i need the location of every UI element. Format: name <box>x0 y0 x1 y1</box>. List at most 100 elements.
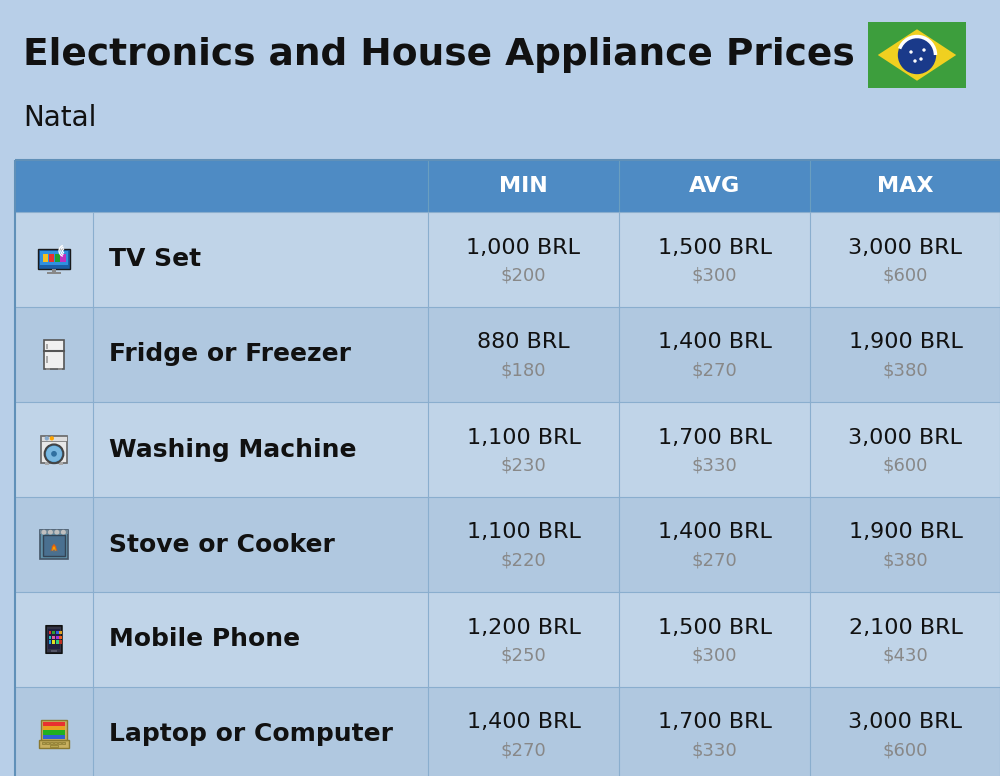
Text: $220: $220 <box>501 552 546 570</box>
Bar <box>58 742 61 744</box>
Text: Washing Machine: Washing Machine <box>109 438 356 462</box>
Bar <box>59 636 62 639</box>
Text: 1,100 BRL: 1,100 BRL <box>467 428 580 448</box>
Text: $270: $270 <box>692 362 737 379</box>
Text: $330: $330 <box>692 742 737 760</box>
Bar <box>38 248 70 268</box>
Text: 1,500 BRL: 1,500 BRL <box>658 618 772 638</box>
Circle shape <box>52 452 56 456</box>
Text: 1,400 BRL: 1,400 BRL <box>658 522 771 542</box>
Bar <box>43 735 65 739</box>
Text: $380: $380 <box>883 552 928 570</box>
Text: 1,700 BRL: 1,700 BRL <box>658 428 771 448</box>
Bar <box>60 254 66 262</box>
Text: 3,000 BRL: 3,000 BRL <box>848 237 962 258</box>
Bar <box>46 368 50 370</box>
Text: MAX: MAX <box>877 176 934 196</box>
Text: Stove or Cooker: Stove or Cooker <box>109 532 335 556</box>
Bar <box>43 254 48 262</box>
Bar <box>49 254 54 262</box>
Bar <box>40 530 68 559</box>
Bar <box>52 636 55 639</box>
Bar <box>43 726 65 730</box>
Circle shape <box>914 60 916 62</box>
Text: $250: $250 <box>501 646 546 664</box>
Bar <box>42 742 45 744</box>
Bar <box>15 160 1000 776</box>
Bar <box>43 535 65 556</box>
Bar <box>46 742 49 744</box>
Bar <box>52 631 55 635</box>
Text: $180: $180 <box>501 362 546 379</box>
Circle shape <box>47 447 61 461</box>
Bar <box>15 402 1000 497</box>
Bar <box>59 640 62 644</box>
Text: Electronics and House Appliance Prices: Electronics and House Appliance Prices <box>23 37 855 73</box>
Polygon shape <box>52 546 56 551</box>
Bar <box>41 436 67 441</box>
FancyBboxPatch shape <box>46 625 62 653</box>
Bar <box>40 530 68 535</box>
Polygon shape <box>878 29 956 81</box>
Bar <box>41 720 67 740</box>
Text: 3,000 BRL: 3,000 BRL <box>848 712 962 733</box>
Bar <box>54 742 57 744</box>
Text: $430: $430 <box>883 646 928 664</box>
Text: 2,100 BRL: 2,100 BRL <box>849 618 962 638</box>
Text: 3,000 BRL: 3,000 BRL <box>848 428 962 448</box>
Bar <box>56 631 59 635</box>
Bar <box>46 345 48 349</box>
Bar <box>15 307 1000 402</box>
Text: MIN: MIN <box>499 176 548 196</box>
Circle shape <box>45 437 48 440</box>
Bar <box>55 254 60 262</box>
Bar <box>868 22 966 88</box>
Bar <box>41 436 67 463</box>
Text: $200: $200 <box>501 266 546 285</box>
Bar <box>43 730 65 735</box>
Bar <box>62 742 65 744</box>
Text: $380: $380 <box>883 362 928 379</box>
Polygon shape <box>50 544 58 553</box>
Circle shape <box>920 58 922 60</box>
Text: $270: $270 <box>692 552 737 570</box>
Bar <box>52 268 56 273</box>
Text: 1,900 BRL: 1,900 BRL <box>849 332 962 352</box>
Text: 1,500 BRL: 1,500 BRL <box>658 237 772 258</box>
Text: $270: $270 <box>501 742 546 760</box>
Text: 1,000 BRL: 1,000 BRL <box>466 237 580 258</box>
Bar <box>15 160 1000 212</box>
Bar <box>58 368 62 370</box>
Text: $230: $230 <box>501 456 546 474</box>
Text: 1,700 BRL: 1,700 BRL <box>658 712 771 733</box>
Bar <box>15 497 1000 592</box>
Circle shape <box>42 531 46 534</box>
Text: $300: $300 <box>692 646 737 664</box>
Text: $330: $330 <box>692 456 737 474</box>
Bar <box>50 742 53 744</box>
Text: Laptop or Computer: Laptop or Computer <box>109 722 393 747</box>
Bar <box>59 462 63 465</box>
Bar <box>49 640 51 644</box>
Bar <box>52 640 55 644</box>
Bar <box>44 340 64 369</box>
Bar <box>50 745 58 747</box>
Bar <box>46 356 48 363</box>
Bar <box>51 650 57 652</box>
Bar <box>59 631 62 635</box>
Text: $600: $600 <box>883 742 928 760</box>
Text: TV Set: TV Set <box>109 248 201 272</box>
Bar <box>43 722 65 726</box>
Circle shape <box>923 49 925 51</box>
Circle shape <box>50 437 53 440</box>
Bar <box>43 722 65 739</box>
Circle shape <box>55 531 59 534</box>
Bar <box>49 631 51 635</box>
Circle shape <box>899 36 935 74</box>
Text: 880 BRL: 880 BRL <box>477 332 570 352</box>
Text: Mobile Phone: Mobile Phone <box>109 628 300 652</box>
Bar <box>39 740 69 748</box>
Bar <box>56 640 59 644</box>
Text: 1,200 BRL: 1,200 BRL <box>467 618 580 638</box>
Text: $300: $300 <box>692 266 737 285</box>
